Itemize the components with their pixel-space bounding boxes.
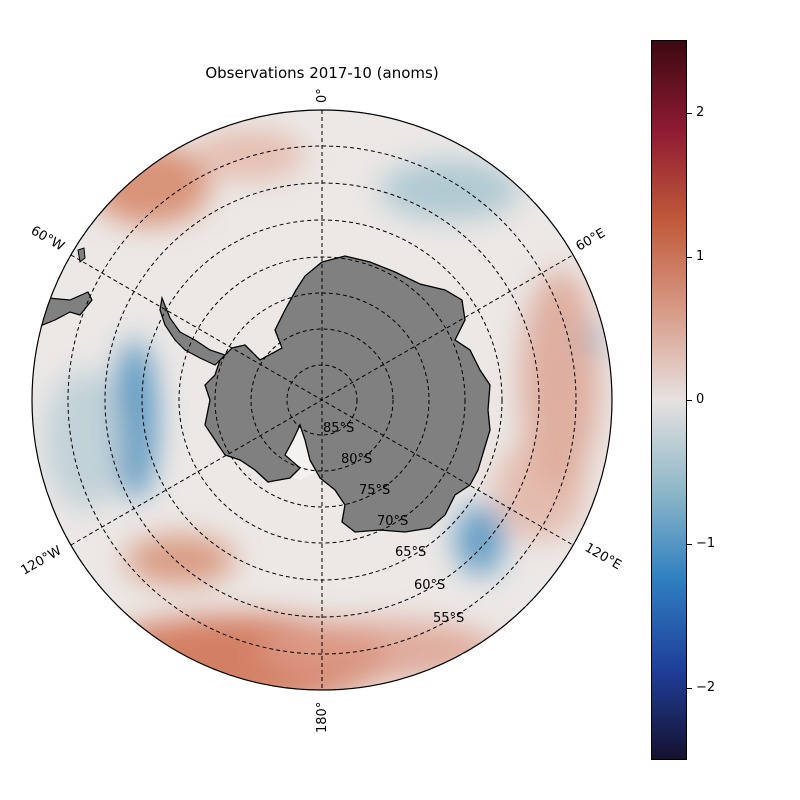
meridian-label-180: 180° [315, 702, 330, 733]
colorbar-tick [687, 113, 692, 114]
anomaly-field [45, 130, 603, 690]
parallel-label-70s: 70°S [377, 514, 408, 529]
meridian-label-60e: 60°E [574, 226, 609, 255]
colorbar-label-0: 0 [696, 392, 705, 407]
colorbar-label-neg2: −2 [696, 680, 716, 695]
colorbar-label-2: 2 [696, 105, 705, 120]
parallel-label-55s: 55°S [433, 611, 464, 626]
meridians [70, 110, 574, 690]
meridian-label-60w: 60°W [28, 223, 67, 254]
parallel-label-80s: 80°S [341, 452, 372, 467]
polar-map: 0° 60°E 120°E 180° 120°W 60°W 85°S 80°S … [19, 88, 624, 733]
parallel-label-65s: 65°S [395, 545, 426, 560]
colorbar-label-1: 1 [696, 249, 705, 264]
colorbar-tick [687, 688, 692, 689]
colorbar-tick [687, 257, 692, 258]
antarctic-peninsula [159, 295, 227, 366]
colorbar-tick [687, 544, 692, 545]
map-boundary [31, 109, 613, 691]
meridian-label-0: 0° [315, 88, 330, 103]
parallel-label-75s: 75°S [359, 483, 390, 498]
meridian-label-120w: 120°W [19, 543, 65, 578]
parallel-label-60s: 60°S [414, 578, 445, 593]
colorbar-tick [687, 400, 692, 401]
parallel-label-85s: 85°S [323, 421, 354, 436]
colorbar [651, 40, 687, 760]
colorbar-label-neg1: −1 [696, 536, 716, 551]
map-title: Observations 2017-10 (anoms) [205, 64, 439, 82]
meridian-label-120e: 120°E [582, 540, 624, 573]
